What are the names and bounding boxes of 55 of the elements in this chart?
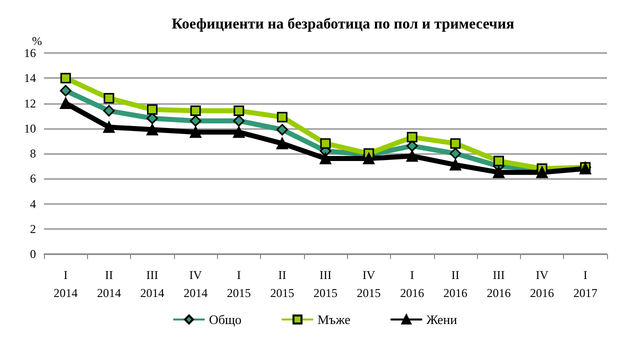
y-tick-label: 2 [30, 222, 36, 236]
point [60, 98, 72, 109]
point [190, 115, 202, 127]
x-tick-label: IV 2014 [184, 268, 208, 300]
point [450, 159, 462, 171]
x-tick-label: I 2017 [573, 268, 598, 300]
legend-label: Жени [426, 312, 458, 327]
point [492, 166, 504, 178]
y-tick-label: 14 [24, 71, 36, 86]
point [190, 106, 201, 116]
point [406, 132, 418, 142]
point [493, 156, 504, 166]
point [276, 112, 288, 122]
point [60, 72, 71, 84]
point [190, 126, 202, 138]
y-tick-label: 6 [30, 172, 36, 186]
point [233, 115, 245, 127]
point [450, 148, 462, 160]
x-tick-label: IV 2015 [356, 268, 381, 300]
x-tick-label: II 2014 [96, 268, 121, 300]
y-tick-label: 0 [30, 247, 36, 261]
x-tick-label: II 2015 [270, 268, 294, 300]
point [146, 124, 158, 136]
y-tick-label: 12 [24, 96, 36, 110]
point [406, 150, 418, 162]
x-tick-label: III 2015 [314, 268, 338, 300]
x-tick-label: I 2015 [226, 268, 251, 300]
point [147, 104, 158, 115]
y-axis-title: % [32, 34, 42, 48]
x-tick-label: III 2014 [140, 268, 164, 300]
point [363, 152, 375, 164]
y-tick-label: 10 [24, 121, 36, 136]
point [450, 138, 461, 149]
point [234, 106, 244, 116]
legend-label: Мъже [317, 312, 351, 327]
point [320, 152, 332, 164]
y-tick-label: 16 [24, 46, 36, 60]
point [60, 84, 72, 96]
y-tick-label: 4 [30, 196, 36, 211]
x-tick-label: I 2016 [400, 268, 424, 300]
point [536, 166, 548, 178]
x-tick-label: IV 2016 [530, 268, 554, 300]
point [233, 126, 245, 138]
point [104, 92, 114, 104]
x-tick-label: I 2014 [54, 268, 78, 300]
y-tick-label: 8 [30, 146, 36, 160]
legend-label: Общо [208, 312, 242, 327]
x-tick-label: III 2016 [486, 268, 511, 300]
point [276, 124, 288, 136]
x-tick-label: II 2016 [443, 268, 468, 300]
point [103, 121, 115, 133]
point [320, 138, 331, 149]
chart-title: Коефициенти на безработица по пол и тримесечия [172, 16, 514, 32]
point [103, 105, 115, 117]
point [276, 138, 288, 150]
